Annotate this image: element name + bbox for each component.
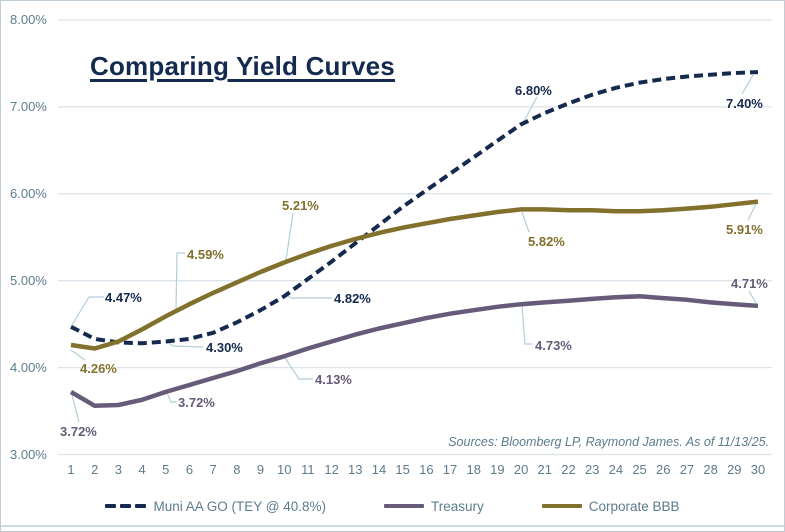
legend-item-muni: Muni AA GO (TEY @ 40.8%)	[105, 499, 326, 514]
source-note: Sources: Bloomberg LP, Raymond James. As…	[448, 435, 769, 449]
x-axis-label: 18	[466, 462, 481, 477]
legend-label-muni: Muni AA GO (TEY @ 40.8%)	[153, 498, 326, 514]
annotation-leader-line	[284, 357, 313, 380]
annotation-leader-line	[71, 296, 104, 326]
data-label-muni: 4.30%	[206, 340, 243, 355]
x-axis-label: 28	[703, 462, 718, 477]
annotation-leader-line	[747, 203, 757, 221]
y-axis-label: 7.00%	[10, 98, 47, 114]
x-axis-label: 23	[584, 462, 600, 477]
x-axis-label: 6	[185, 462, 194, 477]
data-label-treasury: 3.72%	[60, 424, 97, 439]
x-axis-label: 30	[750, 462, 766, 477]
muni-dashed-line-swatch	[105, 503, 147, 509]
x-axis-label: 4	[138, 462, 146, 477]
data-label-corporate: 5.21%	[282, 198, 319, 213]
x-axis-label: 11	[301, 462, 315, 477]
data-label-muni: 6.80%	[515, 83, 552, 98]
y-axis-label: 5.00%	[10, 272, 47, 288]
series-line-muni	[70, 70, 759, 346]
x-axis-label: 8	[233, 462, 241, 477]
data-label-muni: 4.47%	[105, 290, 142, 305]
data-label-treasury: 4.71%	[731, 276, 768, 291]
series-line-treasury	[69, 294, 759, 409]
x-axis-label: 13	[348, 462, 363, 477]
treasury-line-swatch	[383, 503, 424, 509]
x-axis-label: 29	[727, 462, 742, 477]
x-axis-label: 20	[513, 462, 529, 477]
annotation-leader-line	[286, 294, 332, 299]
x-axis-label: 12	[324, 462, 339, 477]
data-label-corporate: 4.26%	[80, 361, 117, 376]
data-label-corporate: 5.91%	[726, 222, 763, 237]
data-label-corporate: 4.59%	[187, 247, 224, 262]
chart-title: Comparing Yield Curves	[90, 51, 395, 81]
x-axis-label: 15	[395, 462, 410, 477]
x-axis-label: 14	[371, 462, 387, 477]
y-axis-label: 8.00%	[10, 12, 47, 27]
annotation-leader-line	[521, 211, 530, 233]
x-axis-label: 19	[490, 462, 505, 477]
legend-item-treasury: Treasury	[383, 498, 484, 514]
annotation-leader-line	[748, 290, 757, 304]
annotation-leader-line	[741, 74, 754, 95]
bottom-border-line	[1, 525, 784, 527]
chart-legend: Muni AA GO (TEY @ 40.8%) Treasury Corpor…	[1, 495, 784, 517]
annotation-leader-line	[166, 392, 177, 403]
x-axis-label: 7	[209, 462, 217, 477]
legend-item-corporate: Corporate BBB	[541, 498, 680, 514]
annotation-leader-line	[523, 96, 538, 122]
y-axis-label: 6.00%	[10, 185, 47, 201]
y-axis-label: 4.00%	[10, 359, 47, 375]
annotation-leader-line	[168, 342, 204, 348]
x-axis-label: 10	[276, 462, 292, 477]
data-label-treasury: 4.13%	[315, 372, 352, 387]
annotation-leader-line	[285, 212, 294, 261]
annotation-leader-line	[521, 305, 532, 345]
x-axis-label: 27	[679, 462, 695, 477]
data-label-corporate: 5.82%	[528, 234, 565, 249]
data-label-treasury: 3.72%	[178, 395, 215, 410]
data-label-treasury: 4.73%	[535, 338, 572, 353]
x-axis-label: 1	[67, 462, 75, 477]
data-label-muni: 7.40%	[726, 96, 763, 111]
annotation-leader-line	[175, 252, 185, 310]
x-axis-label: 24	[608, 462, 624, 477]
series-line-corporate	[70, 199, 759, 351]
x-axis-label: 2	[91, 462, 99, 477]
x-axis-label: 9	[256, 462, 265, 477]
x-axis-label: 25	[632, 462, 647, 477]
y-axis-label: 3.00%	[10, 446, 47, 462]
x-axis-label: 17	[442, 462, 458, 477]
legend-label-treasury: Treasury	[430, 498, 484, 514]
x-axis-label: 26	[656, 462, 671, 477]
data-label-muni: 4.82%	[334, 291, 371, 306]
annotation-leader-line	[70, 349, 86, 361]
x-axis-label: 21	[537, 462, 553, 477]
annotation-leader-line	[71, 394, 80, 423]
corporate-line-swatch	[541, 503, 582, 509]
x-axis-label: 3	[114, 462, 122, 477]
x-axis-label: 16	[419, 462, 434, 477]
x-axis-label: 22	[561, 462, 576, 477]
x-axis-label: 5	[162, 462, 170, 477]
legend-label-corporate: Corporate BBB	[588, 498, 680, 514]
